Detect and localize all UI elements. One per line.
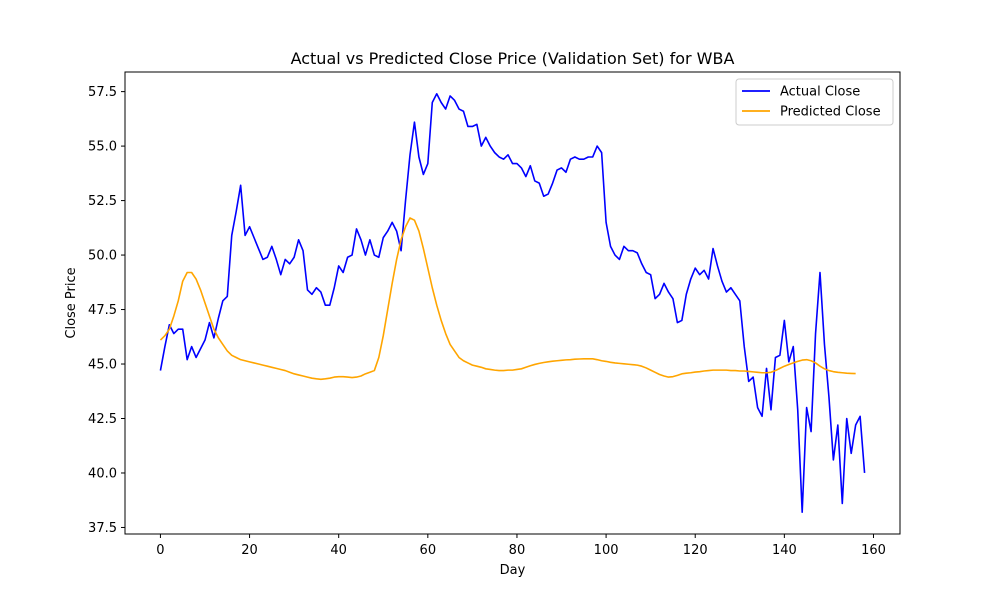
x-axis-label: Day	[500, 563, 526, 578]
series-line-predicted-close	[159, 217, 856, 381]
x-tick-label: 160	[861, 543, 886, 558]
y-tick-label: 47.5	[88, 303, 117, 318]
plot-series-group	[159, 92, 866, 514]
y-tick-label: 55.0	[88, 140, 117, 155]
y-tick-label: 50.0	[88, 249, 117, 264]
y-tick-label: 45.0	[88, 358, 117, 373]
x-tick-label: 40	[330, 543, 347, 558]
y-tick-label: 52.5	[88, 194, 117, 209]
plot-frame	[124, 71, 901, 535]
x-axis: 0 20 40 60 80 100 120 140 160	[156, 534, 886, 558]
y-tick-label: 37.5	[88, 521, 117, 536]
x-tick-label: 100	[594, 543, 619, 558]
y-axis: 37.5 40.0 42.5 45.0 47.5 50.0 52.5 55.0 57.5	[88, 85, 125, 536]
x-tick-label: 140	[772, 543, 797, 558]
legend-label-predicted-close: Predicted Close	[780, 105, 881, 120]
y-tick-label: 42.5	[88, 412, 117, 427]
y-tick-label: 40.0	[88, 466, 117, 481]
legend-frame	[735, 78, 894, 126]
x-tick-label: 80	[509, 543, 526, 558]
legend-label-actual-close: Actual Close	[780, 85, 860, 100]
y-axis-label: Close Price	[64, 267, 79, 338]
x-tick-label: 20	[241, 543, 258, 558]
y-tick-label: 57.5	[88, 85, 117, 100]
x-tick-label: 120	[683, 543, 708, 558]
series-line-actual-close	[159, 92, 866, 514]
x-tick-label: 60	[420, 543, 437, 558]
x-tick-label: 0	[156, 543, 164, 558]
chart-title: Actual vs Predicted Close Price (Validat…	[291, 49, 735, 68]
legend: Actual Close Predicted Close	[735, 78, 894, 126]
